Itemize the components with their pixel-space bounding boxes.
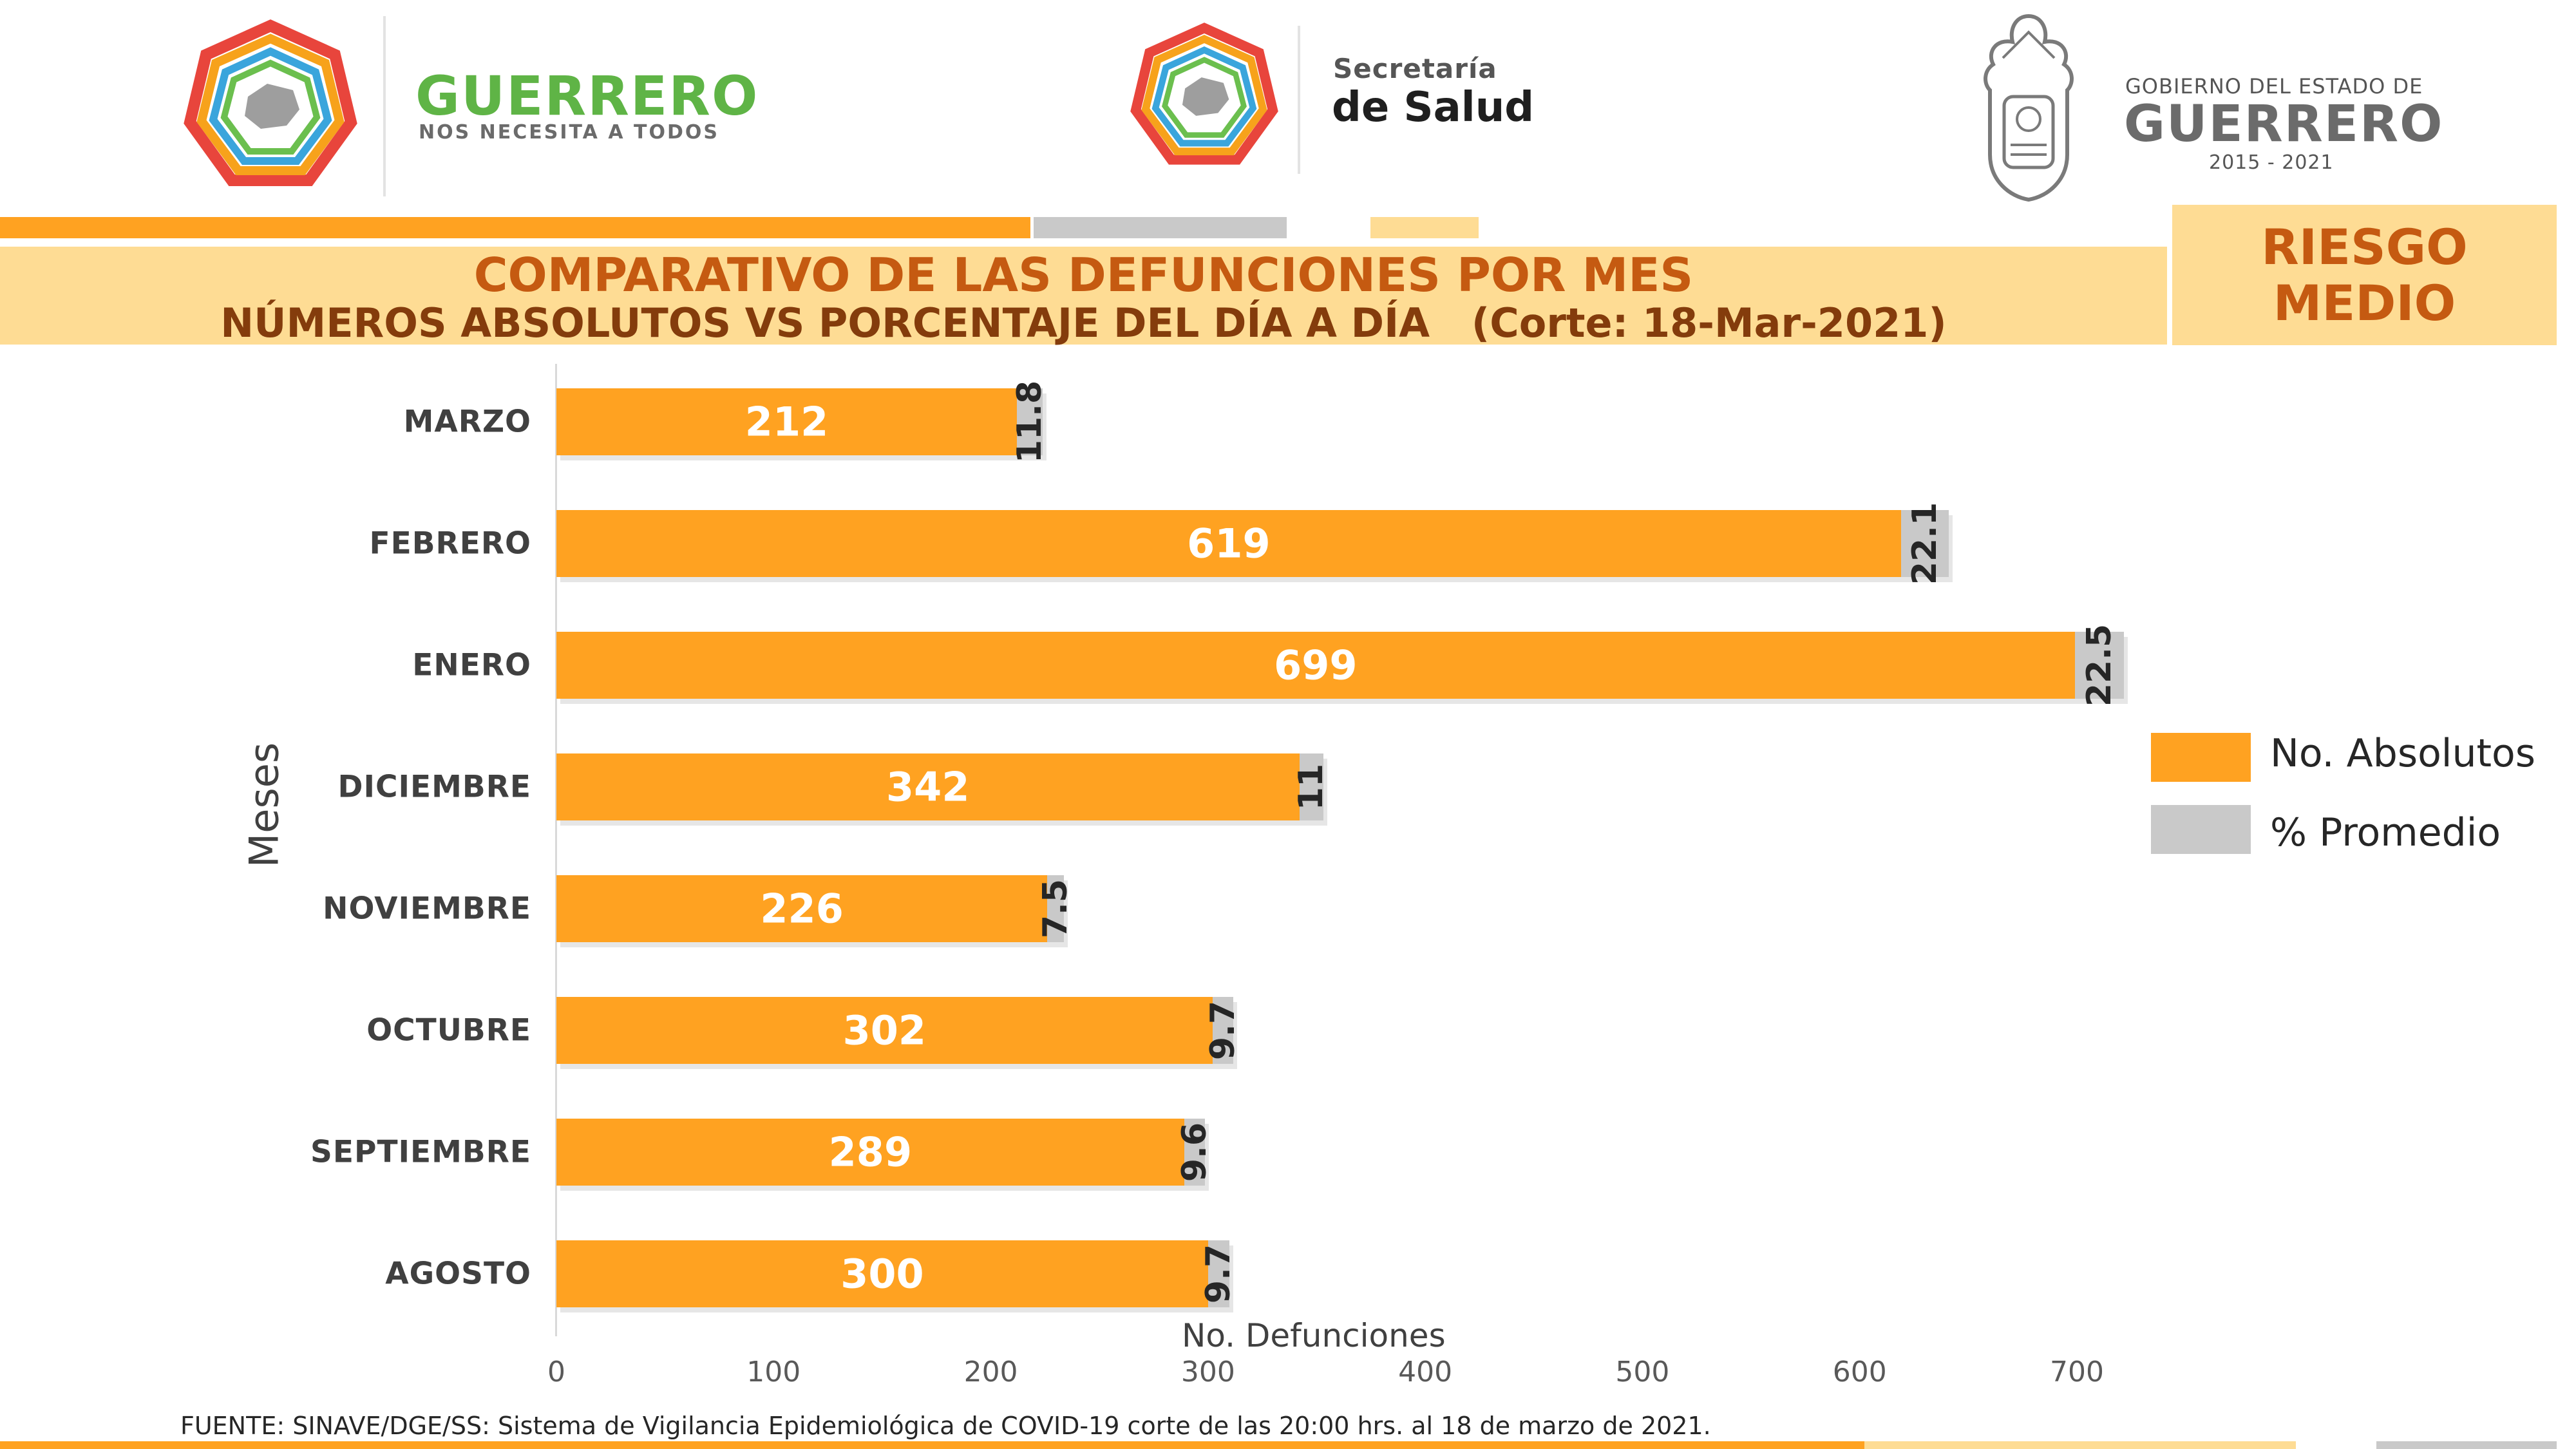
legend-label-promedio: % Promedio bbox=[2270, 810, 2501, 855]
bar-promedio bbox=[1212, 997, 1234, 1064]
x-tick-label: 300 bbox=[1180, 1356, 1235, 1388]
left-brand-subtitle: NOS NECESITA A TODOS bbox=[419, 121, 719, 144]
bar-value-label: 302 bbox=[842, 1007, 927, 1054]
bar-promedio bbox=[1299, 753, 1323, 820]
bar-absolutos bbox=[556, 510, 1901, 577]
bar-value-label: 226 bbox=[760, 885, 844, 933]
category-label: ENERO bbox=[412, 647, 531, 683]
x-tick-label: 400 bbox=[1398, 1356, 1453, 1388]
guerrero-emblem-icon bbox=[184, 19, 357, 186]
risk-line2: MEDIO bbox=[2273, 274, 2456, 332]
bar-promedio bbox=[1017, 388, 1043, 455]
bar-absolutos bbox=[556, 997, 1213, 1064]
x-tick-label: 700 bbox=[2050, 1356, 2104, 1388]
y-axis-line bbox=[555, 364, 557, 1336]
center-brand-line2: de Salud bbox=[1332, 84, 1535, 131]
y-axis-title: Meses bbox=[240, 742, 288, 868]
bar-absolutos bbox=[556, 388, 1018, 455]
risk-line1: RIESGO bbox=[2261, 218, 2468, 276]
risk-badge: RIESGO MEDIO bbox=[2172, 205, 2557, 345]
right-brand-line1: GOBIERNO DEL ESTADO DE bbox=[2125, 74, 2423, 99]
chart-subtitle: NÚMEROS ABSOLUTOS VS PORCENTAJE DEL DÍA … bbox=[220, 299, 1947, 346]
bar-promedio bbox=[1047, 875, 1064, 942]
legend-swatch-promedio bbox=[2151, 805, 2251, 854]
coat-of-arms-icon bbox=[1984, 14, 2074, 202]
pct-value-label: 22.5 bbox=[2079, 623, 2119, 707]
bottom-stripe-orange bbox=[0, 1441, 1864, 1449]
category-label: FEBRERO bbox=[369, 526, 531, 562]
pct-value-label: 11 bbox=[1292, 763, 1331, 811]
bar-value-label: 699 bbox=[1274, 641, 1358, 689]
bar-absolutos bbox=[556, 1240, 1208, 1307]
chart-title: COMPARATIVO DE LAS DEFUNCIONES POR MES bbox=[473, 248, 1694, 302]
bar-absolutos bbox=[556, 1119, 1184, 1186]
x-tick-label: 0 bbox=[547, 1356, 565, 1388]
source-note: FUENTE: SINAVE/DGE/SS: Sistema de Vigila… bbox=[180, 1412, 1711, 1440]
bar-absolutos bbox=[556, 753, 1300, 820]
category-label: MARZO bbox=[403, 404, 531, 440]
center-brand-line1: Secretaría bbox=[1333, 53, 1497, 84]
salud-emblem-icon bbox=[1130, 23, 1278, 165]
pct-value-label: 11.8 bbox=[1010, 380, 1049, 464]
legend-swatch-absolutos bbox=[2151, 733, 2251, 782]
category-label: OCTUBRE bbox=[366, 1012, 531, 1048]
bottom-stripe-gray bbox=[2376, 1441, 2557, 1449]
pct-value-label: 9.7 bbox=[1203, 1000, 1242, 1061]
top-stripe-light bbox=[1370, 217, 1479, 238]
legend-label-absolutos: No. Absolutos bbox=[2270, 731, 2535, 776]
bar-absolutos bbox=[556, 632, 2075, 699]
top-stripe-orange bbox=[0, 217, 1030, 238]
bar-promedio bbox=[1900, 510, 1949, 577]
bar-promedio bbox=[1208, 1240, 1229, 1307]
category-label: AGOSTO bbox=[385, 1256, 531, 1292]
bar-value-label: 300 bbox=[840, 1250, 924, 1298]
bar-promedio bbox=[1184, 1119, 1206, 1186]
x-axis-title: No. Defunciones bbox=[1182, 1317, 1446, 1354]
pct-value-label: 9.6 bbox=[1175, 1122, 1214, 1182]
pct-value-label: 7.5 bbox=[1036, 878, 1075, 939]
left-brand-title: GUERRERO bbox=[415, 64, 759, 128]
category-label: DICIEMBRE bbox=[337, 769, 531, 805]
pct-value-label: 22.1 bbox=[1906, 502, 1945, 585]
x-tick-label: 500 bbox=[1615, 1356, 1670, 1388]
bar-value-label: 342 bbox=[886, 763, 970, 811]
bottom-stripe-light bbox=[1864, 1441, 2296, 1449]
pct-value-label: 9.7 bbox=[1199, 1244, 1238, 1304]
header-divider bbox=[383, 16, 386, 196]
bar-promedio bbox=[2074, 632, 2124, 699]
right-brand-line2: GUERRERO bbox=[2124, 95, 2444, 153]
x-tick-label: 600 bbox=[1832, 1356, 1887, 1388]
x-tick-label: 100 bbox=[746, 1356, 801, 1388]
header-divider-center bbox=[1298, 26, 1300, 174]
right-brand-line3: 2015 - 2021 bbox=[2209, 151, 2334, 174]
top-stripe-gray bbox=[1034, 217, 1287, 238]
title-band: COMPARATIVO DE LAS DEFUNCIONES POR MES N… bbox=[0, 247, 2167, 346]
bar-absolutos bbox=[556, 875, 1048, 942]
bar-value-label: 619 bbox=[1187, 520, 1271, 567]
bar-value-label: 289 bbox=[828, 1128, 913, 1176]
x-tick-label: 200 bbox=[963, 1356, 1018, 1388]
category-label: SEPTIEMBRE bbox=[310, 1134, 531, 1170]
category-label: NOVIEMBRE bbox=[323, 891, 531, 927]
bar-value-label: 212 bbox=[744, 398, 829, 446]
